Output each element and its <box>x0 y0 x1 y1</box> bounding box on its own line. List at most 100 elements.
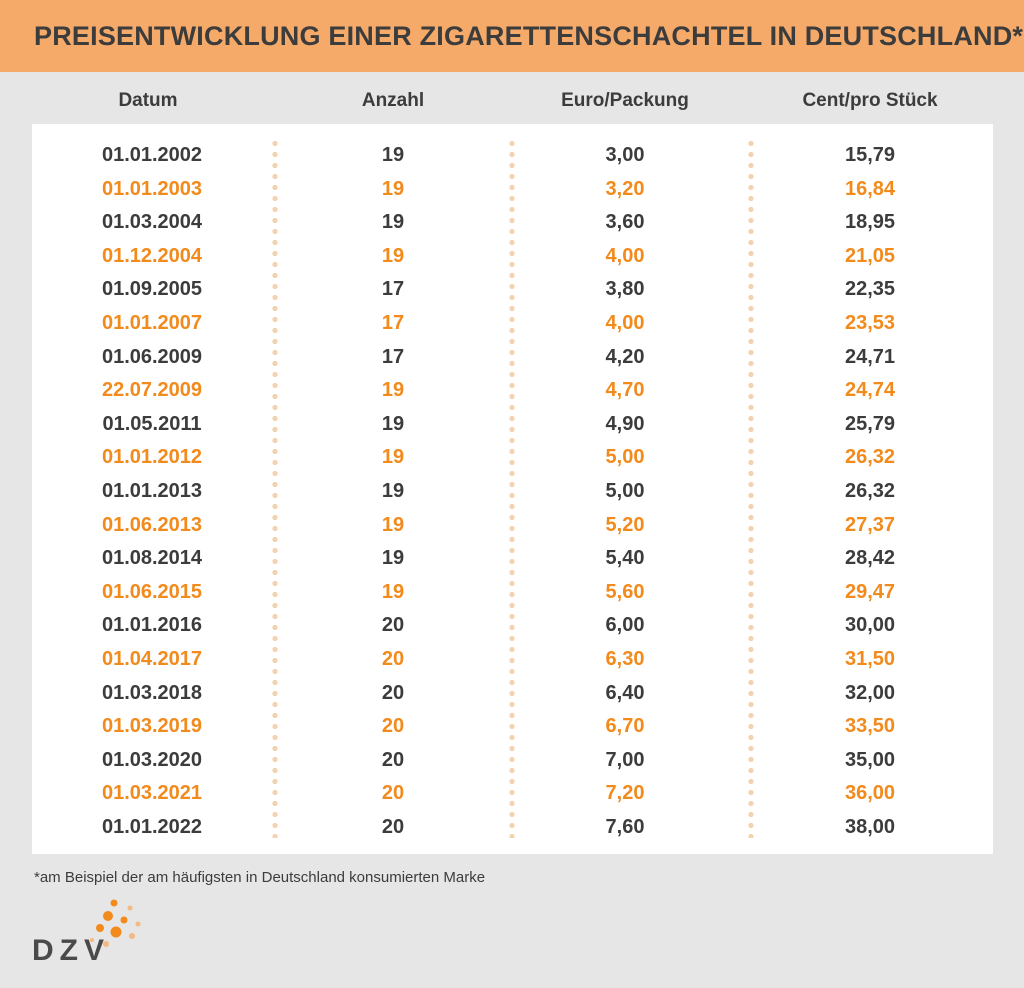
cell-datum: 01.03.2004 <box>101 211 203 234</box>
cell-euro-packung: 7,60 <box>605 816 645 838</box>
cell-euro-packung: 5,00 <box>605 446 645 469</box>
cell-euro-packung: 7,20 <box>605 782 645 805</box>
column-divider <box>272 138 278 838</box>
table-row: 01.03.2020 20 7,00 35,00 <box>32 743 993 777</box>
column-header-datum: Datum <box>118 90 178 111</box>
table-row: 01.03.2018 20 6,40 32,00 <box>32 676 993 710</box>
cell-anzahl: 17 <box>381 345 405 368</box>
cell-euro-packung: 6,30 <box>605 648 645 670</box>
cell-anzahl: 19 <box>381 244 405 267</box>
cell-anzahl: 20 <box>381 614 405 637</box>
table-row: 01.01.2012 19 5,00 26,32 <box>32 440 993 474</box>
table-row: 01.01.2016 20 6,00 30,00 <box>32 608 993 642</box>
cell-cent-pro-stueck: 16,84 <box>844 177 896 200</box>
table-row: 01.01.2002 19 3,00 15,79 <box>32 138 993 172</box>
cell-cent-pro-stueck: 26,32 <box>844 446 896 469</box>
cell-cent-pro-stueck: 24,71 <box>844 345 896 368</box>
cell-anzahl: 17 <box>381 312 405 334</box>
cell-euro-packung: 6,00 <box>605 614 645 637</box>
table-row: 01.03.2004 19 3,60 18,95 <box>32 205 993 239</box>
cell-anzahl: 19 <box>381 177 405 200</box>
column-header-cent-pro-stueck: Cent/pro Stück <box>802 90 938 111</box>
cell-cent-pro-stueck: 30,00 <box>844 614 896 637</box>
cell-cent-pro-stueck: 35,00 <box>844 748 896 771</box>
cell-datum: 01.08.2014 <box>101 547 203 570</box>
cell-euro-packung: 6,40 <box>605 681 645 704</box>
cell-euro-packung: 3,80 <box>605 278 645 301</box>
cell-datum: 01.06.2013 <box>101 513 203 536</box>
table-row: 01.03.2019 20 6,70 33,50 <box>32 709 993 743</box>
table-row: 01.06.2015 19 5,60 29,47 <box>32 575 993 609</box>
cell-cent-pro-stueck: 29,47 <box>844 580 896 603</box>
cell-anzahl: 19 <box>381 480 405 502</box>
cell-datum: 01.04.2017 <box>101 648 203 670</box>
cell-euro-packung: 4,00 <box>605 312 645 334</box>
cell-anzahl: 19 <box>381 547 405 570</box>
cell-anzahl: 17 <box>381 278 405 301</box>
cell-anzahl: 19 <box>381 144 405 166</box>
logo-text: DZV <box>32 934 110 967</box>
table-row: 01.09.2005 17 3,80 22,35 <box>32 272 993 306</box>
cell-datum: 01.01.2003 <box>101 177 203 200</box>
table-header: Datum Anzahl Euro/Packung Cent/pro Stück <box>0 86 1024 122</box>
cell-datum: 01.01.2012 <box>101 446 203 469</box>
table-row: 22.07.2009 19 4,70 24,74 <box>32 373 993 407</box>
table-row: 01.01.2013 19 5,00 26,32 <box>32 474 993 508</box>
table-row: 01.06.2009 17 4,20 24,71 <box>32 340 993 374</box>
cell-cent-pro-stueck: 25,79 <box>844 412 896 435</box>
title-bar: PREISENTWICKLUNG EINER ZIGARETTENSCHACHT… <box>0 0 1024 72</box>
cell-cent-pro-stueck: 28,42 <box>844 547 896 570</box>
cell-euro-packung: 3,20 <box>605 177 645 200</box>
cell-anzahl: 20 <box>381 748 405 771</box>
cell-euro-packung: 4,00 <box>605 244 645 267</box>
cell-anzahl: 19 <box>381 379 405 402</box>
table-row: 01.06.2013 19 5,20 27,37 <box>32 508 993 542</box>
cell-euro-packung: 7,00 <box>605 748 645 771</box>
cell-cent-pro-stueck: 21,05 <box>844 244 896 267</box>
cell-cent-pro-stueck: 26,32 <box>844 480 896 502</box>
cell-cent-pro-stueck: 32,00 <box>844 681 896 704</box>
logo-dots-icon <box>90 899 141 947</box>
cell-datum: 01.06.2015 <box>101 580 203 603</box>
table-row: 01.04.2017 20 6,30 31,50 <box>32 642 993 676</box>
cell-euro-packung: 4,20 <box>605 345 645 368</box>
cell-datum: 01.12.2004 <box>101 244 203 267</box>
cell-cent-pro-stueck: 24,74 <box>844 379 896 402</box>
column-divider <box>509 138 515 838</box>
cell-datum: 01.06.2009 <box>101 345 203 368</box>
column-divider <box>748 138 754 838</box>
cell-euro-packung: 5,20 <box>605 513 645 536</box>
table-row: 01.08.2014 19 5,40 28,42 <box>32 541 993 575</box>
cell-cent-pro-stueck: 36,00 <box>844 782 896 805</box>
dzv-logo: DZV <box>32 898 152 968</box>
cell-euro-packung: 3,00 <box>605 144 645 166</box>
table-row: 01.01.2022 20 7,60 38,00 <box>32 810 993 844</box>
cell-anzahl: 20 <box>381 681 405 704</box>
cell-datum: 01.03.2020 <box>101 748 203 771</box>
cell-datum: 01.01.2013 <box>101 480 203 502</box>
cell-datum: 01.01.2002 <box>101 144 203 166</box>
cell-euro-packung: 5,60 <box>605 580 645 603</box>
table-row: 01.12.2004 19 4,00 21,05 <box>32 239 993 273</box>
cell-datum: 22.07.2009 <box>101 379 203 402</box>
cell-euro-packung: 5,40 <box>605 547 645 570</box>
cell-euro-packung: 4,70 <box>605 379 645 402</box>
cell-anzahl: 20 <box>381 816 405 838</box>
cell-euro-packung: 4,90 <box>605 412 645 435</box>
cell-anzahl: 19 <box>381 580 405 603</box>
table-row: 01.01.2007 17 4,00 23,53 <box>32 306 993 340</box>
cell-euro-packung: 6,70 <box>605 715 645 738</box>
cell-datum: 01.01.2007 <box>101 312 203 334</box>
cell-datum: 01.03.2019 <box>101 715 203 738</box>
footnote: *am Beispiel der am häufigsten in Deutsc… <box>34 869 486 886</box>
cell-datum: 01.09.2005 <box>101 278 203 301</box>
page-title: PREISENTWICKLUNG EINER ZIGARETTENSCHACHT… <box>34 20 1024 51</box>
column-header-euro-packung: Euro/Packung <box>561 90 689 111</box>
cell-cent-pro-stueck: 22,35 <box>844 278 896 301</box>
cell-euro-packung: 3,60 <box>605 211 645 234</box>
cell-anzahl: 20 <box>381 782 405 805</box>
cell-anzahl: 19 <box>381 446 405 469</box>
cell-cent-pro-stueck: 23,53 <box>844 312 896 334</box>
table-row: 01.01.2003 19 3,20 16,84 <box>32 172 993 206</box>
cell-anzahl: 20 <box>381 715 405 738</box>
